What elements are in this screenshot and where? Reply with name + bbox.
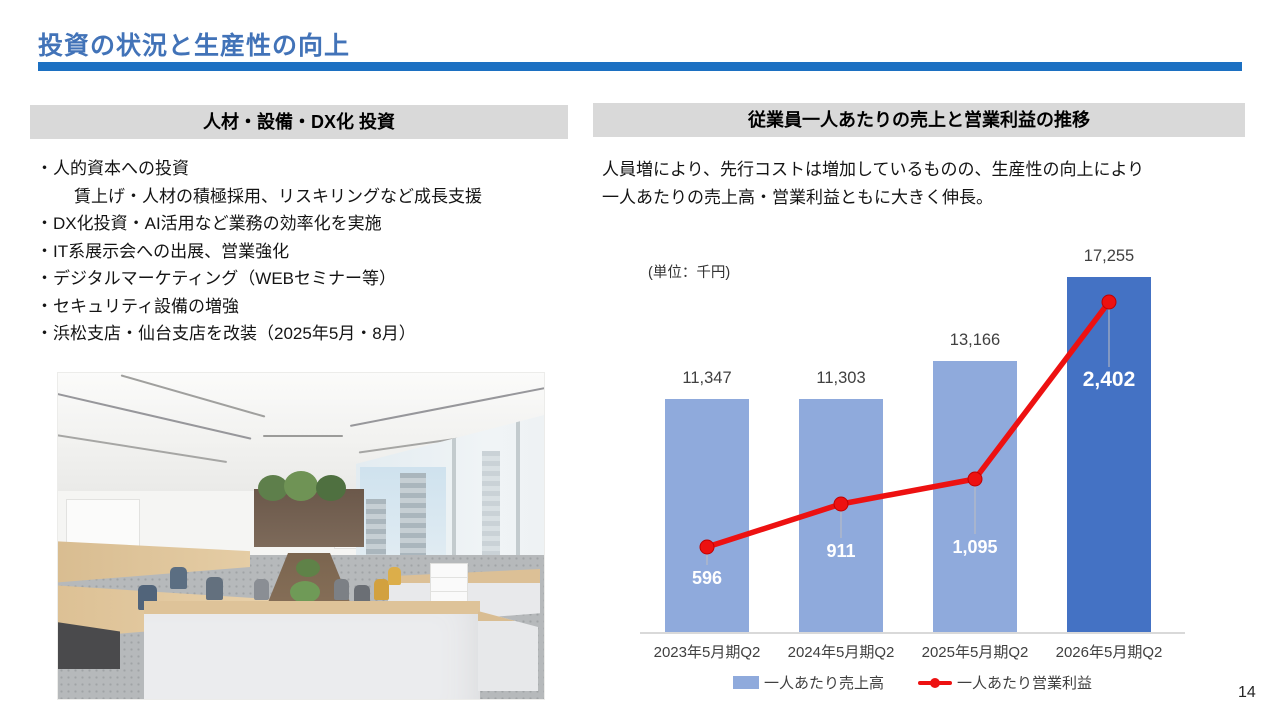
bar-2023年5月期Q2	[665, 399, 749, 632]
combo-chart: 一人あたり売上高 一人あたり営業利益 11,347 2023年5月期Q2 11,30…	[630, 240, 1195, 700]
bullet-item: ・セキュリティ設備の増強	[36, 296, 239, 316]
page-title: 投資の状況と生産性の向上	[38, 32, 351, 60]
office-chair	[206, 577, 223, 600]
x-axis-label: 2024年5月期Q2	[787, 644, 895, 661]
line-value-label: 596	[691, 568, 723, 588]
office-chair-yellow	[388, 567, 401, 585]
legend-label: 一人あたり売上高	[763, 675, 884, 692]
legend-label: 一人あたり営業利益	[957, 675, 1093, 692]
title-underline	[38, 62, 1242, 71]
office-chair	[254, 579, 269, 600]
bar-value-label: 11,347	[682, 369, 732, 387]
chart-unit-label: (単位：千円)	[648, 265, 731, 281]
bar-value-label: 13,166	[949, 331, 1001, 349]
office-foreground-counter	[144, 601, 480, 699]
bar-value-label: 17,255	[1083, 247, 1135, 265]
legend-line-segment	[918, 680, 932, 685]
description-line: 一人あたりの売上高・営業利益ともに大きく伸長。	[602, 187, 993, 207]
investment-bullet-list: ・人的資本への投資 賃上げ・人材の積極採用、リスキリングなど成長支援 ・DX化投…	[36, 155, 581, 348]
line-value-label: 911	[826, 541, 856, 561]
window-building	[366, 499, 386, 569]
bullet-item: ・IT系展示会への出展、営業強化	[36, 241, 290, 261]
office-chair	[334, 579, 349, 600]
legend-item-sales-per-employee: 一人あたり売上高	[732, 672, 884, 693]
office-chair-yellow	[374, 579, 389, 600]
x-axis-label: 2025年5月期Q2	[921, 644, 1029, 661]
bullet-item: ・浜松支店・仙台支店を改装（2025年5月・8月）	[36, 324, 416, 343]
page-number: 14	[1238, 684, 1256, 701]
x-axis-label: 2026年5月期Q2	[1055, 644, 1163, 661]
bullet-item: ・デジタルマーケティング（WEBセミナー等）	[36, 269, 397, 288]
line-value-label: 1,095	[952, 537, 998, 557]
legend-line-segment	[938, 680, 952, 685]
ceiling-light	[263, 435, 343, 437]
plant	[296, 559, 320, 577]
window-mullion	[516, 415, 520, 637]
bullet-item: ・DX化投資・AI活用など業務の効率化を実施	[36, 214, 382, 233]
chart-description: 人員増により、先行コストは増加しているものの、生産性の向上により 一人あたりの売…	[602, 156, 1270, 211]
left-section-header: 人材・設備・DX化 投資	[30, 105, 568, 139]
description-line: 人員増により、先行コストは増加しているものの、生産性の向上により	[602, 160, 1145, 179]
plant	[258, 475, 288, 501]
x-axis-line	[640, 632, 1185, 634]
bullet-item: 賃上げ・人材の積極採用、リスキリングなど成長支援	[74, 186, 482, 206]
right-section-header: 従業員一人あたりの売上と営業利益の推移	[593, 103, 1245, 137]
legend-line-dot	[930, 677, 940, 688]
office-photo	[57, 372, 545, 700]
plant	[290, 581, 320, 603]
window-building	[400, 473, 426, 567]
legend-item-profit-per-employee: 一人あたり営業利益	[918, 672, 1092, 693]
line-series-svg	[699, 294, 1117, 565]
bar-value-label: 11,303	[816, 369, 866, 387]
office-chair	[170, 567, 187, 589]
bullet-item: ・人的資本への投資	[36, 159, 189, 178]
window-mullion	[452, 415, 456, 637]
plant	[316, 475, 346, 501]
plant	[284, 471, 318, 501]
chart-legend: 一人あたり売上高 一人あたり営業利益	[630, 672, 1195, 693]
line-value-label: 2,402	[1082, 368, 1136, 391]
legend-line-swatch	[918, 677, 952, 688]
x-axis-label: 2023年5月期Q2	[653, 644, 761, 661]
legend-bar-swatch	[732, 676, 759, 689]
